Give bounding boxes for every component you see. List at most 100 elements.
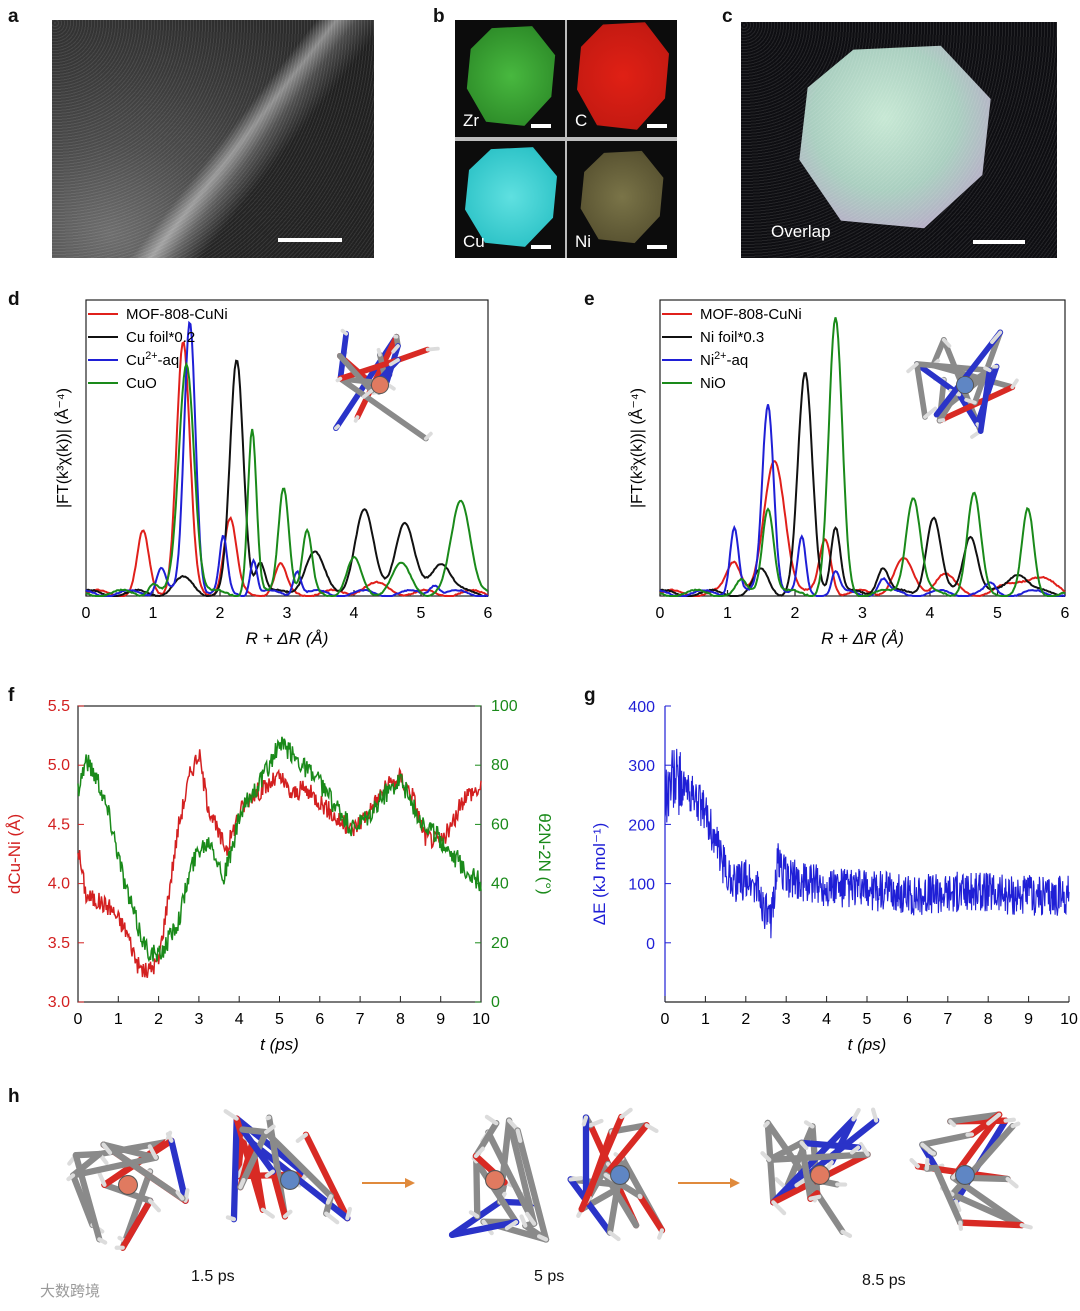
molecule xyxy=(333,328,440,442)
hydrogen-bond xyxy=(568,1176,584,1182)
hydrogen-bond xyxy=(260,1207,275,1219)
x-tick-label: 4 xyxy=(350,605,359,622)
hydrogen-bond xyxy=(870,1107,879,1123)
bond xyxy=(168,1137,189,1204)
bond xyxy=(932,1164,964,1226)
map-label-cu: Cu xyxy=(463,232,485,251)
hydrogen-bond xyxy=(607,1230,621,1242)
image-noise xyxy=(52,20,374,258)
x-tick-label: 5 xyxy=(993,605,1002,622)
legend-label: Ni2+-aq xyxy=(700,350,748,369)
bond xyxy=(602,1171,640,1229)
x-axis-label: R + ΔR (Å) xyxy=(246,629,329,648)
scale-bar xyxy=(647,245,667,249)
bond xyxy=(766,1139,805,1163)
molecule xyxy=(760,1107,880,1238)
hydrogen-bond xyxy=(858,1142,870,1157)
hydrogen-bond xyxy=(990,330,1003,345)
scale-bar xyxy=(531,245,551,249)
map-label-overlap: Overlap xyxy=(771,222,831,241)
hydrogen-bond xyxy=(471,1156,479,1164)
bond xyxy=(100,1141,186,1202)
x-tick-label: 10 xyxy=(472,1011,490,1028)
y-axis-label: ΔE (kJ mol⁻¹) xyxy=(590,823,609,926)
x-tick-label: 0 xyxy=(74,1011,83,1028)
bond xyxy=(269,1168,289,1220)
hydrogen-bond xyxy=(909,1158,920,1169)
hydrogen-bond xyxy=(1010,378,1019,390)
bond xyxy=(302,1131,351,1222)
snapshot-label-1: 1.5 ps xyxy=(191,1268,235,1285)
legend-label: MOF-808-CuNi xyxy=(126,306,228,323)
legend-label: CuO xyxy=(126,375,157,392)
bond xyxy=(913,361,928,420)
hydrogen-bond xyxy=(97,1171,107,1187)
panel-label-f: f xyxy=(8,685,15,706)
hydrogen-bond xyxy=(238,1177,246,1190)
hydrogen-bond xyxy=(147,1144,158,1160)
x-tick-label: 6 xyxy=(903,1011,912,1028)
bond xyxy=(803,1175,846,1235)
y-left-tick-label: 4.5 xyxy=(48,816,70,833)
y-left-tick-label: 5.0 xyxy=(48,757,70,774)
hydrogen-bond xyxy=(295,1132,309,1143)
hydrogen-bond xyxy=(948,1119,957,1128)
hydrogen-bond xyxy=(924,1157,930,1171)
y-right-tick-label: 100 xyxy=(491,698,518,715)
series-cu-foil-0-2 xyxy=(85,359,488,598)
bond xyxy=(69,1154,159,1179)
hydrogen-bond xyxy=(325,1194,333,1205)
bond xyxy=(798,1139,814,1202)
ni-atom xyxy=(280,1170,300,1190)
panel-label-d: d xyxy=(8,289,20,310)
hydrogen-bond xyxy=(840,1229,853,1238)
x-tick-label: 6 xyxy=(315,1011,324,1028)
bond xyxy=(505,1117,538,1227)
x-tick-label: 1 xyxy=(701,1011,710,1028)
hydrogen-bond xyxy=(425,346,440,352)
bond xyxy=(473,1158,520,1226)
bond xyxy=(514,1127,550,1243)
hydrogen-bond xyxy=(986,1112,1002,1126)
y-right-tick-label: 60 xyxy=(491,816,509,833)
scale-bar xyxy=(973,240,1025,244)
bond xyxy=(770,1117,880,1206)
transition-arrow-head xyxy=(405,1178,415,1188)
molecule xyxy=(906,329,1019,439)
x-tick-label: 3 xyxy=(858,605,867,622)
hydrogen-bond xyxy=(906,362,919,374)
x-tick-label: 4 xyxy=(235,1011,244,1028)
hydrogen-bond xyxy=(964,397,977,405)
bond xyxy=(336,352,375,394)
series-mof-808-cuni xyxy=(85,340,489,598)
hydrogen-bond xyxy=(376,347,382,357)
hydrogen-bond xyxy=(388,358,400,367)
hydrogen-bond xyxy=(101,1142,113,1155)
series-ni-foil-0-3 xyxy=(659,372,1065,597)
y-right-axis-label: θ2N-2N (°) xyxy=(535,813,554,894)
hydrogen-bond xyxy=(66,1173,76,1182)
hydrogen-bond xyxy=(468,1210,480,1219)
hydrogen-bond xyxy=(771,1200,787,1216)
c-particle xyxy=(577,22,669,130)
x-tick-label: 6 xyxy=(1061,605,1070,622)
x-tick-label: 2 xyxy=(791,605,800,622)
x-axis-label: t (ps) xyxy=(260,1035,299,1054)
x-tick-label: 7 xyxy=(356,1011,365,1028)
hydrogen-bond xyxy=(536,1234,549,1242)
series-cu2-aq xyxy=(85,320,489,598)
hydrogen-bond xyxy=(175,1190,185,1201)
hydrogen-bond xyxy=(637,1193,643,1200)
x-tick-label: 9 xyxy=(436,1011,445,1028)
ni-atom xyxy=(955,1165,975,1185)
series-delta-e xyxy=(664,748,1070,939)
molecule xyxy=(448,1114,550,1243)
bond xyxy=(636,1192,666,1234)
hydrogen-bond xyxy=(588,1118,604,1128)
cu-atom xyxy=(118,1175,138,1195)
x-tick-label: 4 xyxy=(926,605,935,622)
bond xyxy=(230,1115,240,1223)
x-tick-label: 3 xyxy=(283,605,292,622)
x-tick-label: 0 xyxy=(661,1011,670,1028)
